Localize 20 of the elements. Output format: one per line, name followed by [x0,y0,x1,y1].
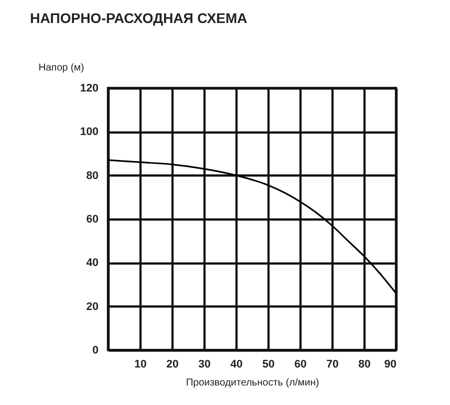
y-tick-label: 20 [86,300,98,313]
x-axis-title: Производительность (л/мин) [186,378,320,388]
x-tick-label: 90 [384,358,396,370]
x-tick-label: 40 [230,358,243,370]
line-series [107,159,397,294]
y-axis-title: Напор (м) [38,62,84,74]
x-tick-label: 80 [358,358,371,370]
y-tick-label: 100 [80,126,98,138]
x-tick-label: 60 [294,358,307,370]
x-tick-label: 70 [326,358,339,370]
y-tick-label: 80 [86,170,98,182]
y-tick-label: 0 [92,344,98,356]
x-tick-label: 30 [198,358,211,370]
x-tick-label: 20 [166,358,179,370]
chart-title: НАПОРНО-РАСХОДНАЯ СХЕМА [30,10,248,26]
y-tick-label: 40 [86,257,98,270]
y-tick-label: 60 [86,214,98,226]
x-tick-label: 50 [262,358,275,370]
y-tick-label: 120 [80,82,98,94]
x-tick-label: 10 [134,358,147,370]
